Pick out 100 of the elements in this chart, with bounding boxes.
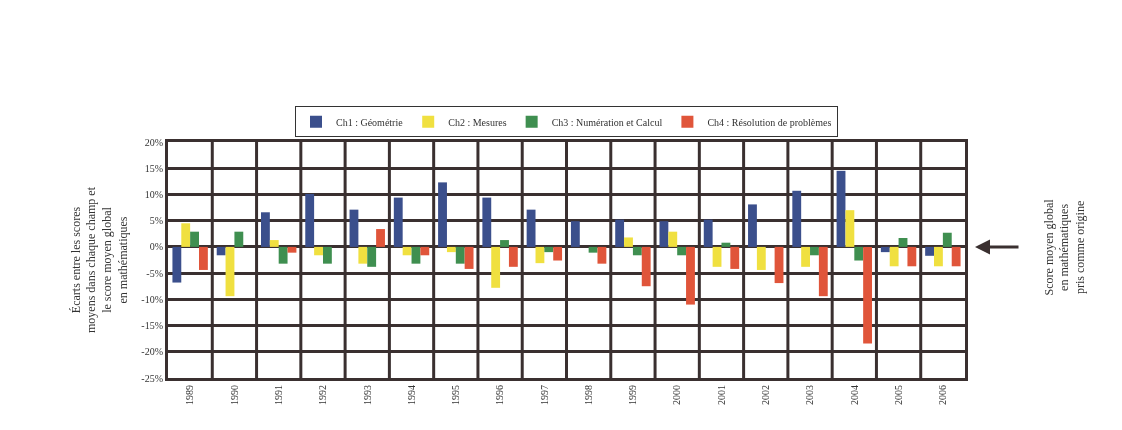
- bar: [801, 246, 811, 267]
- bar: [322, 246, 332, 264]
- bar: [278, 246, 288, 264]
- bar: [942, 232, 952, 247]
- bar: [854, 246, 864, 261]
- bar: [393, 197, 403, 247]
- legend-label: Ch2 : Mesures: [448, 116, 507, 128]
- x-tick-label: 2002: [760, 385, 771, 405]
- bar: [880, 246, 890, 253]
- bar: [526, 209, 536, 247]
- bar: [863, 246, 873, 344]
- y-tick-label: 15%: [144, 162, 163, 174]
- bar: [464, 246, 474, 269]
- bar: [198, 246, 208, 270]
- bar: [225, 246, 235, 297]
- bar: [508, 246, 518, 267]
- bar: [792, 190, 802, 247]
- legend-label: Ch3 : Numération et Calcul: [551, 116, 663, 128]
- legend-label: Ch4 : Résolution de problèmes: [707, 116, 832, 128]
- legend-label: Ch1 : Géométrie: [336, 116, 404, 128]
- bar: [756, 246, 766, 270]
- x-tick-label: 1997: [538, 385, 550, 405]
- bar: [446, 246, 456, 253]
- bar: [491, 246, 501, 288]
- bar: [482, 197, 492, 247]
- bar: [358, 246, 368, 264]
- bar: [730, 246, 740, 269]
- x-tick-label: 2004: [848, 385, 860, 405]
- bar: [234, 231, 244, 247]
- bar: [438, 182, 447, 247]
- x-tick-label: 1990: [228, 385, 240, 405]
- bar: [553, 246, 563, 261]
- bar: [898, 237, 908, 247]
- bar: [172, 246, 182, 283]
- bar: [500, 240, 509, 247]
- y-axis-title: Écarts entre les scores moyens dans chaque champ et le score moyen global en mathématiques: [68, 186, 130, 333]
- bar: [314, 246, 323, 256]
- bar: [632, 246, 642, 256]
- text: Score moyen global en mathématiques pris comme origine: [1041, 198, 1087, 296]
- x-tick-label: 2000: [671, 385, 683, 405]
- bar: [615, 219, 625, 247]
- bar: [889, 246, 899, 267]
- x-tick-label: 2003: [804, 385, 816, 405]
- bar: [721, 242, 731, 247]
- bar: [181, 223, 191, 247]
- bar: [668, 231, 678, 247]
- x-tick-label: 1993: [361, 385, 373, 405]
- x-tick-label: 1995: [450, 385, 462, 405]
- y-tick-label: 20%: [144, 136, 163, 148]
- x-tick-label: 1996: [494, 385, 506, 405]
- bar: [570, 221, 580, 247]
- bar: [376, 229, 385, 247]
- y-tick-label: -15%: [141, 320, 163, 332]
- bar: [810, 246, 819, 256]
- bar: [934, 246, 943, 267]
- bar: [907, 246, 917, 267]
- y-tick-label: 0%: [149, 241, 163, 253]
- bar: [349, 209, 359, 247]
- bar: [287, 246, 297, 253]
- bar: [588, 246, 598, 253]
- bar: [402, 246, 412, 256]
- bar: [677, 246, 687, 256]
- bar: [597, 246, 607, 264]
- bar: [420, 246, 430, 256]
- bar: [544, 246, 554, 253]
- bar: [367, 246, 377, 267]
- x-tick-label: 1991: [272, 385, 284, 405]
- bar: [845, 210, 855, 247]
- bar: [190, 231, 199, 247]
- bar: [703, 219, 713, 247]
- bar: [836, 170, 846, 247]
- bar: [686, 246, 695, 305]
- y-tick-label: 5%: [149, 215, 163, 227]
- y-tick-label: -25%: [141, 372, 163, 384]
- x-tick-label: 2001: [715, 385, 727, 405]
- x-tick-label: 1998: [582, 385, 594, 405]
- bar: [269, 240, 279, 247]
- bar: [712, 246, 722, 267]
- y-tick-label: -20%: [141, 346, 163, 358]
- y-tick-label: -5%: [146, 267, 163, 279]
- bar: [216, 246, 226, 256]
- y-tick-label: -10%: [141, 293, 163, 305]
- bar: [624, 237, 633, 247]
- bar: [659, 221, 669, 247]
- x-tick-label: 1989: [184, 385, 196, 405]
- bar: [260, 212, 270, 247]
- bar: [774, 246, 784, 284]
- x-tick-label: 2005: [892, 385, 904, 405]
- x-tick-label: 2006: [937, 385, 949, 405]
- bar: [455, 246, 465, 264]
- bar: [818, 246, 828, 297]
- x-tick-label: 1992: [317, 385, 329, 405]
- x-tick-label: 1999: [627, 385, 639, 405]
- bar: [951, 246, 961, 267]
- bar: [411, 246, 421, 264]
- bar: [748, 204, 757, 247]
- bar: [305, 193, 315, 247]
- bar: [925, 246, 935, 256]
- bar: [641, 246, 651, 287]
- x-tick-label: 1994: [405, 385, 417, 405]
